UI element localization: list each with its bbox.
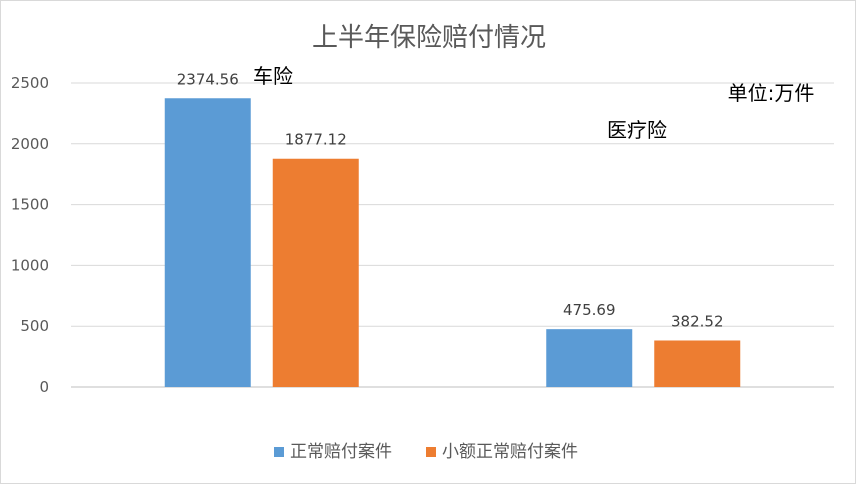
category-label: 医疗险: [607, 118, 667, 142]
data-label: 2374.56: [177, 70, 239, 88]
bar: [272, 158, 359, 387]
y-tick-label: 0: [39, 378, 49, 396]
y-tick-label: 1000: [11, 256, 49, 274]
bars: [164, 98, 741, 387]
y-tick-label: 2000: [11, 135, 49, 153]
legend: 正常赔付案件 小额正常赔付案件: [274, 442, 578, 462]
chart-title: 上半年保险赔付情况: [312, 23, 546, 53]
y-tick-label: 1500: [11, 196, 49, 214]
bar: [546, 329, 633, 387]
legend-label: 小额正常赔付案件: [442, 442, 578, 462]
y-tick-label: 2500: [11, 74, 49, 92]
legend-swatch: [274, 447, 284, 457]
data-labels: 2374.56 1877.12 475.69 382.52: [177, 70, 724, 330]
y-axis-ticks: 0 500 1000 1500 2000 2500: [11, 74, 49, 396]
data-label: 1877.12: [285, 131, 347, 149]
y-tick-label: 500: [20, 317, 49, 335]
bar: [654, 340, 741, 387]
data-label: 382.52: [671, 312, 724, 330]
category-label: 车险: [253, 64, 293, 88]
unit-note: 单位:万件: [728, 81, 815, 105]
data-label: 475.69: [563, 301, 616, 319]
bar: [164, 98, 251, 387]
legend-label: 正常赔付案件: [290, 442, 392, 462]
legend-swatch: [426, 447, 436, 457]
